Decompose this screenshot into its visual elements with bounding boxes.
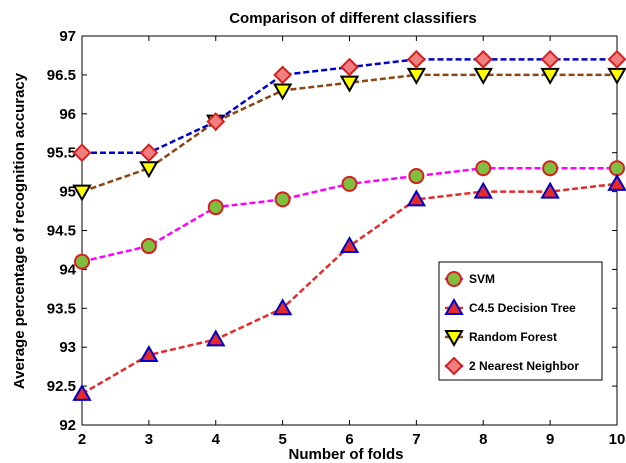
x-tick-label: 10	[609, 431, 626, 448]
x-tick-label: 4	[212, 431, 221, 448]
data-point-2-nearest-neighbor	[273, 65, 293, 85]
y-tick-label: 92.5	[47, 378, 76, 395]
x-axis-label: Number of folds	[289, 446, 404, 463]
data-point-c4-5-decision-tree	[272, 298, 293, 316]
x-tick-label: 8	[479, 431, 487, 448]
legend-label: Random Forest	[469, 330, 557, 344]
y-tick-label: 93.5	[47, 300, 76, 317]
data-point-c4-5-decision-tree	[607, 173, 626, 191]
y-tick-label: 95.5	[47, 145, 76, 162]
data-point-svm	[408, 168, 425, 185]
legend-label: C4.5 Decision Tree	[469, 301, 576, 315]
legend-marker	[444, 297, 464, 315]
x-tick-label: 7	[412, 431, 420, 448]
data-point-svm	[542, 160, 559, 177]
data-point-c4-5-decision-tree	[339, 236, 360, 254]
data-point-random-forest	[72, 184, 92, 202]
series-c4-5-decision-tree	[72, 173, 626, 401]
data-point-random-forest	[473, 67, 493, 85]
x-tick-label: 5	[278, 431, 286, 448]
data-point-random-forest	[607, 67, 626, 85]
data-point-svm	[341, 175, 358, 192]
data-point-svm	[609, 160, 625, 177]
y-tick-label: 94.5	[47, 223, 76, 240]
legend-marker	[444, 356, 464, 376]
y-tick-label: 92	[59, 417, 76, 434]
x-tick-label: 3	[145, 431, 153, 448]
data-point-2-nearest-neighbor	[473, 49, 493, 69]
data-point-svm	[475, 160, 492, 177]
x-tick-label: 2	[78, 431, 86, 448]
legend-label: 2 Nearest Neighbor	[469, 359, 579, 373]
y-tick-label: 96	[59, 106, 76, 123]
y-tick-label: 97	[59, 28, 76, 45]
legend-marker	[444, 330, 464, 348]
data-point-svm	[207, 199, 224, 216]
x-axis: 2 3 4 5 6 7 8 9 10	[78, 36, 626, 448]
data-point-c4-5-decision-tree	[139, 344, 159, 362]
data-point-c4-5-decision-tree	[406, 189, 427, 207]
legend: SVM C4.5 Decision Tree Random Forest 2 Near…	[438, 261, 603, 381]
data-point-c4-5-decision-tree	[540, 181, 560, 199]
data-point-random-forest	[272, 83, 293, 101]
y-tick-label: 94	[59, 261, 76, 278]
x-tick-label: 6	[345, 431, 353, 448]
data-point-2-nearest-neighbor	[406, 49, 426, 69]
series-2-nearest-neighbor	[72, 49, 626, 163]
data-point-svm	[140, 238, 157, 255]
y-axis: 92 92.5 93 93.5 94 94.5 95 95.5 96 96.5 97	[47, 28, 617, 434]
y-axis-label: Average percentage of recognition accura…	[11, 72, 28, 389]
data-point-2-nearest-neighbor	[340, 57, 359, 77]
data-point-random-forest	[139, 161, 159, 179]
data-point-svm	[274, 191, 291, 208]
legend-marker	[446, 271, 462, 287]
data-point-2-nearest-neighbor	[206, 112, 226, 131]
data-point-random-forest	[406, 67, 427, 85]
data-point-2-nearest-neighbor	[540, 49, 560, 69]
data-point-2-nearest-neighbor	[139, 143, 159, 163]
legend-box	[438, 261, 603, 381]
data-point-2-nearest-neighbor	[607, 49, 626, 69]
y-tick-label: 93	[59, 339, 76, 356]
data-point-random-forest	[339, 75, 360, 93]
data-point-c4-5-decision-tree	[206, 329, 226, 347]
legend-label: SVM	[469, 272, 495, 286]
chart-title: Comparison of different classifiers	[229, 10, 477, 27]
x-tick-label: 9	[546, 431, 554, 448]
y-tick-label: 96.5	[47, 67, 76, 84]
data-point-random-forest	[540, 67, 560, 85]
data-point-2-nearest-neighbor	[72, 143, 92, 163]
y-tick-label: 95	[59, 184, 76, 201]
data-point-svm	[74, 253, 90, 270]
data-point-c4-5-decision-tree	[473, 181, 493, 199]
series-layer	[72, 49, 626, 401]
data-point-c4-5-decision-tree	[72, 383, 92, 401]
